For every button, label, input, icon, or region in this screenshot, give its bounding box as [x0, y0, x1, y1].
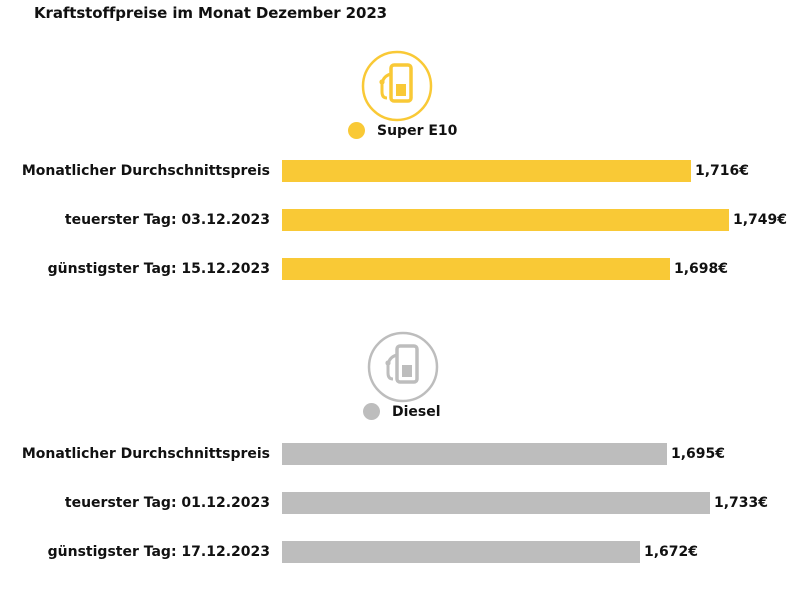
category-label: teuerster Tag: 01.12.2023 [64, 495, 270, 511]
category-label: Monatlicher Durchschnittspreis [21, 446, 270, 462]
legend-label-diesel: Diesel [392, 403, 441, 420]
bar [282, 443, 667, 465]
bar [282, 492, 710, 514]
value-label: 1,749€ [733, 212, 788, 228]
legend-label-e10: Super E10 [377, 122, 458, 139]
fuel-pump-icon [367, 331, 439, 403]
bar [282, 160, 691, 182]
bar [282, 209, 729, 231]
legend-item-diesel: Diesel [363, 403, 441, 420]
value-label: 1,672€ [644, 544, 699, 560]
chart-title: Kraftstoffpreise im Monat Dezember 2023 [34, 4, 388, 22]
category-label: Monatlicher Durchschnittspreis [21, 163, 270, 179]
value-label: 1,695€ [671, 446, 726, 462]
legend-swatch-e10 [348, 122, 365, 139]
legend-item-super-e10: Super E10 [348, 122, 457, 139]
category-label: teuerster Tag: 03.12.2023 [64, 212, 270, 228]
value-label: 1,716€ [695, 163, 750, 179]
category-label: günstigster Tag: 15.12.2023 [47, 261, 270, 277]
value-label: 1,733€ [714, 495, 769, 511]
category-label: günstigster Tag: 17.12.2023 [47, 544, 270, 560]
bar [282, 541, 640, 563]
value-label: 1,698€ [674, 261, 729, 277]
fuel-pump-icon [361, 50, 433, 122]
legend-swatch-diesel [363, 403, 380, 420]
bar [282, 258, 670, 280]
